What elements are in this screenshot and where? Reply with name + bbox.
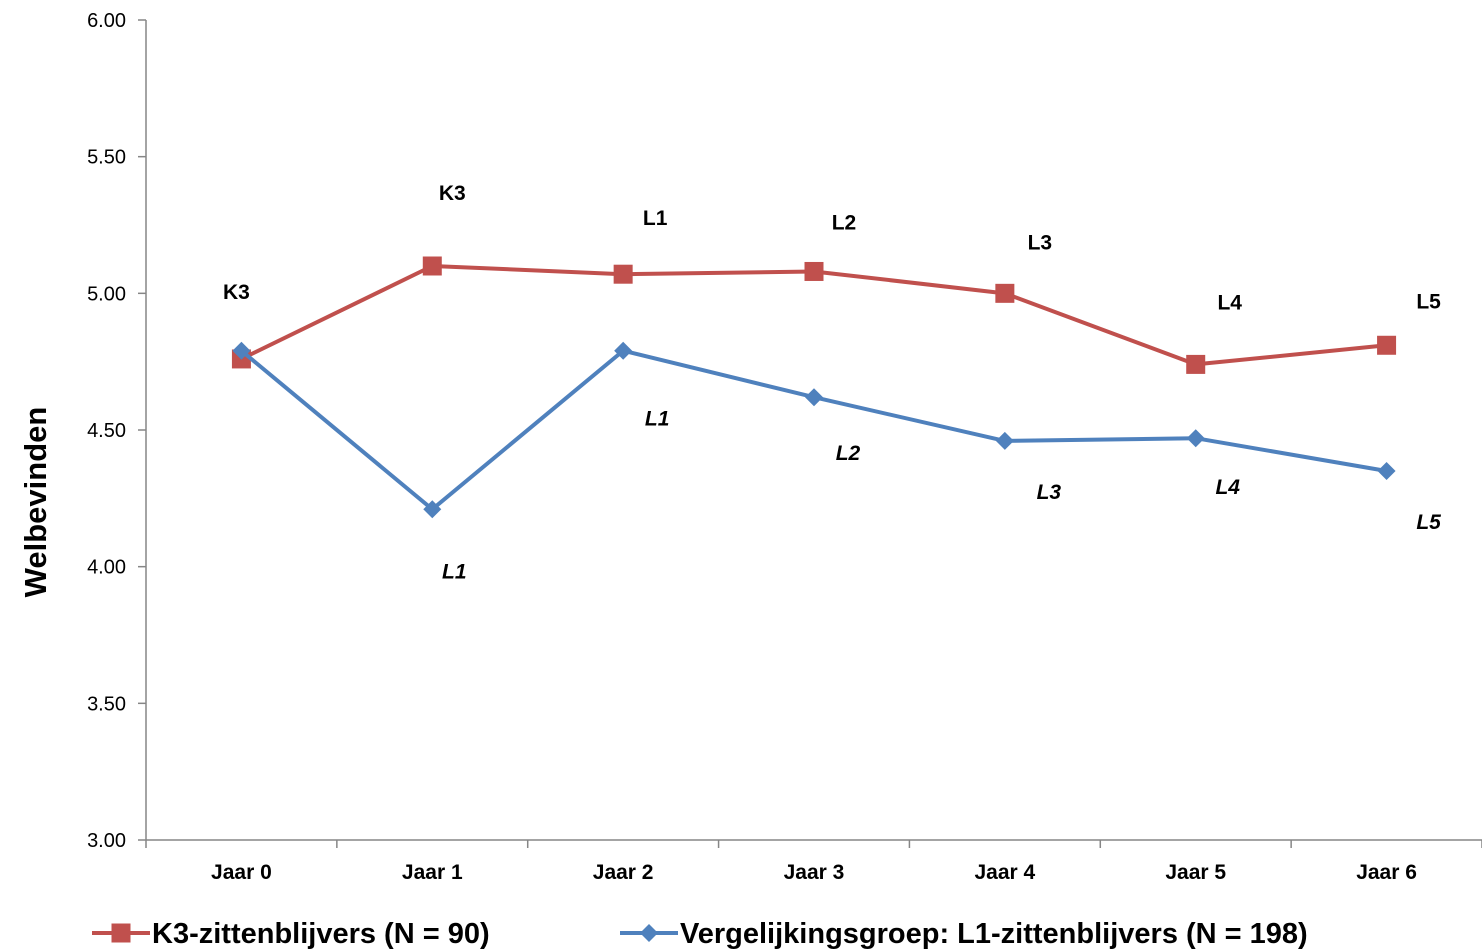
data-point bbox=[422, 256, 442, 276]
legend: K3-zittenblijvers (N = 90) Vergelijkingsg… bbox=[92, 918, 1308, 950]
data-label: L3 bbox=[1028, 231, 1053, 254]
data-label: L2 bbox=[832, 211, 857, 234]
x-tick-label: Jaar 2 bbox=[593, 861, 654, 884]
data-point bbox=[804, 261, 824, 281]
y-tick-label: 4.50 bbox=[87, 420, 126, 442]
x-axis: Jaar 0 Jaar 1 Jaar 2 Jaar 3 Jaar 4 Jaar 5 Jaar… bbox=[145, 839, 1482, 884]
x-tick-label: Jaar 5 bbox=[1165, 861, 1226, 884]
x-tick-label: Jaar 1 bbox=[402, 861, 463, 884]
data-point bbox=[613, 264, 633, 284]
legend-item-2: Vergelijkingsgroep: L1-zittenblijvers (N… bbox=[620, 918, 1308, 950]
data-point bbox=[423, 500, 442, 519]
y-tick-label: 6.00 bbox=[87, 10, 126, 32]
y-tick-label: 3.50 bbox=[87, 693, 126, 715]
data-point bbox=[995, 283, 1015, 303]
data-label: L3 bbox=[1037, 481, 1062, 504]
series-layer bbox=[231, 256, 1397, 519]
x-tick-label: Jaar 6 bbox=[1356, 861, 1417, 884]
data-label: L4 bbox=[1217, 291, 1242, 314]
legend-label: Vergelijkingsgroep: L1-zittenblijvers (N… bbox=[680, 918, 1308, 950]
legend-marker bbox=[640, 924, 658, 942]
y-tick-label: 3.00 bbox=[87, 830, 126, 852]
data-point bbox=[1186, 429, 1205, 448]
data-label: L1 bbox=[643, 207, 668, 230]
data-label: L1 bbox=[645, 408, 670, 431]
data-label: K3 bbox=[439, 182, 466, 205]
x-tick-label: Jaar 0 bbox=[211, 861, 272, 884]
data-label: L5 bbox=[1416, 511, 1441, 534]
data-labels: K3 K3 L1 L2 L3 L4 L5 L1 L1 L2 L3 L4 L5 bbox=[223, 182, 1441, 583]
y-axis-label: Welbevinden bbox=[18, 407, 53, 598]
y-tick-label: 5.00 bbox=[87, 283, 126, 305]
data-label: L5 bbox=[1416, 290, 1441, 313]
legend-item-1: K3-zittenblijvers (N = 90) bbox=[92, 918, 490, 950]
legend-marker bbox=[111, 923, 131, 943]
data-point bbox=[1186, 354, 1206, 374]
legend-label: K3-zittenblijvers (N = 90) bbox=[152, 918, 490, 950]
data-label: L4 bbox=[1215, 476, 1240, 499]
data-label: L2 bbox=[836, 442, 861, 465]
data-point bbox=[614, 341, 633, 360]
data-point bbox=[805, 388, 823, 407]
data-point bbox=[232, 341, 251, 360]
data-point bbox=[1377, 335, 1397, 355]
data-point bbox=[995, 431, 1014, 450]
y-tick-label: 5.50 bbox=[87, 147, 126, 169]
data-point bbox=[1377, 462, 1396, 480]
series-2 bbox=[232, 341, 1396, 519]
series-1 bbox=[231, 256, 1397, 374]
y-tick-label: 4.00 bbox=[87, 557, 126, 579]
data-label: K3 bbox=[223, 281, 250, 304]
y-axis: 3.00 3.50 4.00 4.50 5.00 5.50 6.00 bbox=[87, 10, 147, 852]
x-tick-label: Jaar 3 bbox=[784, 861, 845, 884]
data-label: L1 bbox=[442, 560, 467, 583]
x-tick-label: Jaar 4 bbox=[974, 861, 1035, 884]
